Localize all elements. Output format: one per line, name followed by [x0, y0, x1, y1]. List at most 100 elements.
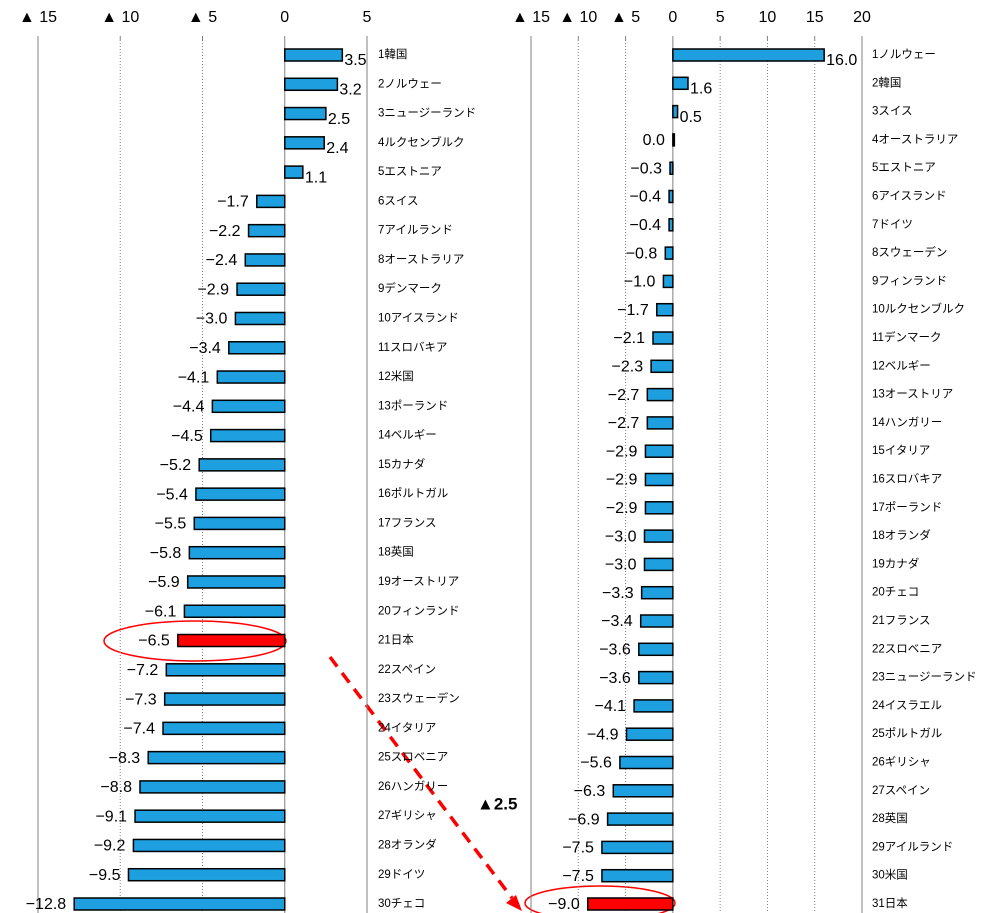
- value-label: 1.1: [305, 169, 327, 186]
- x-tick-label: 0: [280, 9, 289, 26]
- bar: [625, 727, 674, 741]
- bar: [228, 341, 286, 355]
- bar: [672, 48, 825, 62]
- value-label: −2.7: [608, 415, 640, 432]
- bar: [234, 311, 286, 326]
- bar: [209, 428, 286, 443]
- value-label: −4.1: [594, 698, 626, 715]
- x-tick-label: ▲ 10: [559, 9, 597, 26]
- value-label: −7.4: [123, 721, 155, 738]
- bar: [619, 755, 674, 770]
- bar: [638, 670, 674, 685]
- value-label: −9.5: [89, 867, 121, 884]
- category-label: 25ポルトガル: [872, 727, 942, 740]
- value-label: −5.5: [155, 516, 187, 533]
- category-label: 23ニュージーランド: [872, 672, 977, 684]
- category-label: 17ポーランド: [872, 501, 942, 514]
- bar: [256, 194, 286, 209]
- bar: [668, 218, 674, 232]
- value-label: 3.2: [339, 81, 361, 98]
- category-label: 8オーストラリア: [378, 253, 464, 266]
- category-label: 14ハンガリー: [872, 416, 942, 429]
- bar: [127, 867, 286, 882]
- category-label: 1韓国: [378, 48, 407, 61]
- category-label: 30チェコ: [378, 897, 425, 910]
- category-label: 17フランス: [378, 517, 437, 529]
- annotation: ▲2.5: [477, 794, 517, 813]
- value-label: −5.6: [580, 755, 612, 772]
- value-label: −0.3: [630, 160, 662, 177]
- x-tick-label: ▲ 15: [19, 9, 57, 26]
- bar: [644, 501, 674, 515]
- bar: [73, 897, 286, 911]
- bar: [672, 104, 679, 119]
- category-label: 2韓国: [872, 76, 901, 89]
- value-label: −2.9: [606, 472, 638, 489]
- x-tick-label: 20: [853, 9, 871, 26]
- bar: [643, 529, 674, 543]
- category-label: 9デンマーク: [378, 281, 442, 295]
- category-label: 10アイスランド: [378, 313, 459, 325]
- category-label: 12ベルギー: [872, 359, 931, 372]
- bar: [162, 721, 286, 736]
- value-label: −3.6: [599, 642, 631, 659]
- category-label: 2ノルウェー: [378, 77, 442, 90]
- value-label: −1.0: [624, 274, 656, 291]
- value-label: −3.4: [601, 613, 633, 630]
- value-label: −2.9: [606, 443, 638, 460]
- bar: [132, 838, 286, 853]
- category-label: 10ルクセンブルク: [872, 302, 965, 316]
- x-tick-label: ▲ 10: [101, 9, 139, 26]
- value-label: 2.4: [326, 140, 348, 157]
- value-label: −3.3: [602, 585, 634, 602]
- category-label: 16ポルトガル: [378, 487, 448, 500]
- bar: [284, 77, 339, 92]
- category-label: 1ノルウェー: [872, 48, 936, 61]
- value-label: −4.9: [587, 726, 619, 743]
- bar: [284, 48, 344, 62]
- x-tick-label: ▲ 15: [512, 9, 550, 26]
- value-label: −1.7: [617, 302, 649, 319]
- bar: [284, 106, 327, 121]
- category-label: 6スイス: [378, 195, 419, 207]
- value-label: −0.4: [629, 189, 661, 206]
- arrow-head: [506, 895, 522, 911]
- bar: [586, 897, 674, 911]
- value-label: −6.3: [574, 783, 606, 800]
- bar: [668, 189, 674, 204]
- category-label: 23スウェーデン: [378, 691, 460, 705]
- category-label: 19カナダ: [872, 556, 920, 570]
- category-label: 26ギリシャ: [872, 756, 931, 769]
- bar: [672, 133, 676, 147]
- x-tick-label: 5: [363, 9, 372, 26]
- x-tick-label: 0: [668, 9, 677, 26]
- bar: [163, 692, 286, 706]
- category-label: 11スロバキア: [378, 341, 447, 354]
- bar: [646, 387, 674, 402]
- x-tick-label: 5: [716, 9, 725, 26]
- category-label: 7ドイツ: [872, 219, 913, 231]
- category-label: 5エストニア: [378, 166, 442, 178]
- category-label: 29アイルランド: [872, 841, 953, 853]
- category-label: 27ギリシャ: [378, 809, 437, 822]
- category-label: 29ドイツ: [378, 869, 425, 881]
- value-label: −5.2: [160, 457, 192, 474]
- bar: [198, 458, 286, 472]
- category-label: 16スロバキア: [872, 473, 942, 486]
- highlight-ellipse: [103, 620, 287, 662]
- category-label: 4ルクセンブルク: [378, 135, 465, 149]
- category-label: 3スイス: [872, 106, 913, 118]
- value-label: −2.2: [209, 223, 241, 240]
- bar: [644, 444, 674, 458]
- value-label: −0.8: [626, 245, 658, 262]
- bar: [612, 784, 674, 798]
- bar: [638, 642, 674, 657]
- value-label: 3.5: [344, 52, 366, 69]
- value-label: −12.8: [26, 896, 67, 913]
- bar: [664, 246, 674, 260]
- category-label: 19オーストリア: [378, 575, 459, 588]
- value-label: −2.4: [206, 252, 238, 269]
- bar: [177, 633, 286, 648]
- category-label: 13オーストリア: [872, 388, 953, 401]
